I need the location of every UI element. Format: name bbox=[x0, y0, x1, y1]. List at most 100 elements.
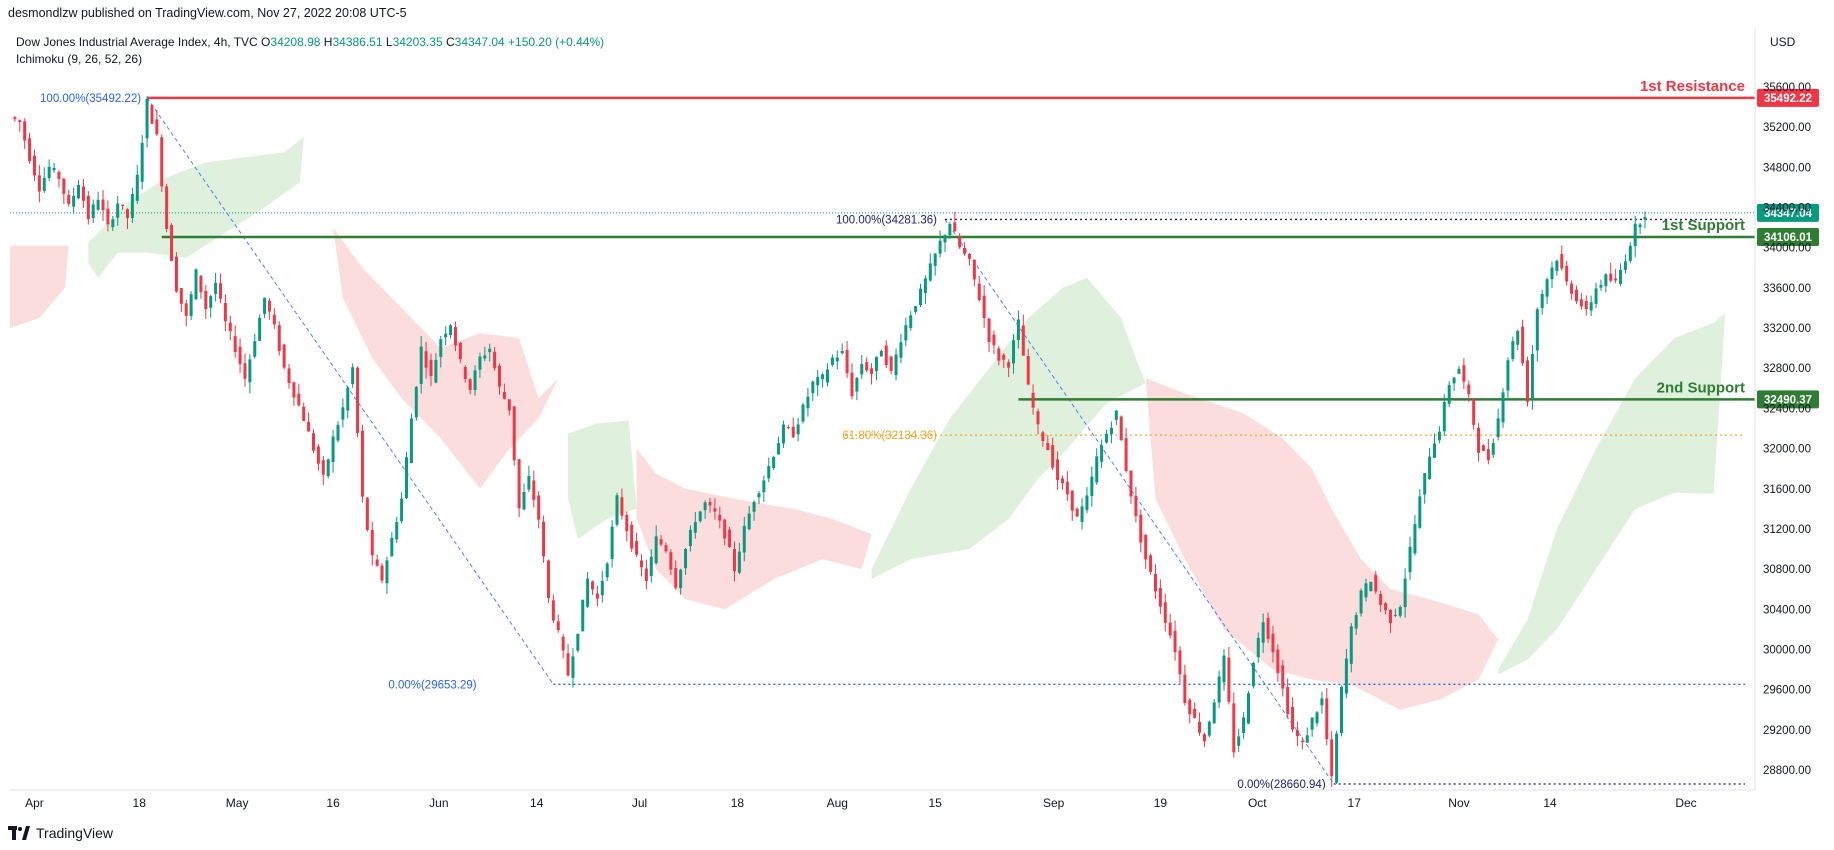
candle-body bbox=[982, 295, 986, 319]
candle-body bbox=[155, 119, 159, 135]
candles bbox=[13, 96, 1647, 787]
candle-body bbox=[972, 259, 976, 280]
candle-body bbox=[679, 569, 683, 589]
time-tick-label: 18 bbox=[133, 796, 147, 810]
candle-body bbox=[356, 367, 360, 433]
price-tick-label: 34400.00 bbox=[1763, 203, 1811, 215]
candle-body bbox=[992, 334, 996, 346]
candle-body bbox=[385, 560, 389, 584]
candle-body bbox=[870, 368, 874, 375]
candle-body bbox=[1379, 594, 1383, 606]
candle-body bbox=[336, 424, 340, 441]
time-tick-label: Sep bbox=[1043, 796, 1065, 810]
candle-body bbox=[1251, 662, 1255, 687]
candle-body bbox=[326, 459, 330, 476]
tradingview-logo[interactable]: TradingView bbox=[8, 825, 113, 841]
candle-body bbox=[865, 362, 869, 371]
candle-body bbox=[537, 495, 541, 520]
candle-body bbox=[1335, 733, 1339, 783]
price-tick-label: 32400.00 bbox=[1763, 403, 1811, 415]
candle-body bbox=[757, 493, 761, 498]
candle-body bbox=[708, 501, 712, 506]
candle-body bbox=[1168, 622, 1172, 636]
candle-body bbox=[1433, 443, 1437, 458]
candle-body bbox=[1281, 665, 1285, 689]
candle-body bbox=[13, 117, 17, 120]
candle-body bbox=[1193, 708, 1197, 718]
candle-body bbox=[248, 359, 252, 383]
candle-body bbox=[507, 399, 511, 411]
candle-body bbox=[258, 317, 262, 341]
axes: 35600.00 35200.00 34800.00 34400.00 34000.00… bbox=[10, 28, 1811, 810]
candle-body bbox=[77, 184, 81, 199]
candle-body bbox=[796, 424, 800, 435]
candle-body bbox=[747, 513, 751, 530]
time-tick-label: Jun bbox=[429, 796, 448, 810]
candle-body bbox=[493, 351, 497, 369]
candle-body bbox=[1359, 590, 1363, 614]
candle-body bbox=[1173, 630, 1177, 653]
candle-body bbox=[1540, 293, 1544, 309]
candle-body bbox=[1437, 431, 1441, 441]
close-key: C bbox=[445, 35, 455, 49]
symbol-legend[interactable]: Dow Jones Industrial Average Index, 4h, … bbox=[16, 35, 604, 49]
price-tag bbox=[1757, 203, 1819, 222]
candle-body bbox=[581, 599, 585, 632]
publisher-info: desmondlzw published on TradingView.com,… bbox=[8, 6, 407, 20]
candle-body bbox=[302, 406, 306, 421]
candle-body bbox=[1491, 443, 1495, 455]
candle-body bbox=[1403, 578, 1407, 608]
low-value: 34203.35 bbox=[392, 35, 443, 49]
candle-body bbox=[566, 653, 570, 676]
candle-body bbox=[23, 121, 27, 141]
candle-body bbox=[130, 194, 134, 218]
candle-body bbox=[703, 502, 707, 511]
price-tick-label: 33200.00 bbox=[1763, 323, 1811, 335]
candle-body bbox=[1481, 445, 1485, 451]
candle-body bbox=[718, 514, 722, 521]
candle-body bbox=[1555, 260, 1559, 272]
candle-body bbox=[923, 278, 927, 294]
candle-body bbox=[380, 565, 384, 581]
candle-body bbox=[439, 339, 443, 358]
candle-body bbox=[277, 325, 281, 352]
candle-body bbox=[1002, 354, 1006, 360]
price-tag bbox=[1757, 228, 1819, 247]
candle-body bbox=[434, 359, 438, 383]
candle-body bbox=[449, 325, 453, 335]
candle-body bbox=[1026, 356, 1030, 385]
candle-body bbox=[1012, 340, 1016, 364]
candle-body bbox=[1599, 284, 1603, 288]
change-value: +150.20 (+0.44%) bbox=[508, 35, 605, 49]
candle-body bbox=[1149, 555, 1153, 572]
open-value: 34208.98 bbox=[270, 35, 321, 49]
candle-body bbox=[1100, 445, 1104, 462]
candle-body bbox=[953, 222, 957, 232]
candle-body bbox=[223, 302, 227, 322]
candle-body bbox=[125, 209, 129, 219]
candle-body bbox=[1349, 626, 1353, 664]
candle-body bbox=[938, 240, 942, 254]
candle-body bbox=[1271, 633, 1275, 653]
candle-body bbox=[111, 219, 115, 228]
candle-body bbox=[977, 283, 981, 301]
candle-body bbox=[228, 322, 232, 332]
candle-body bbox=[874, 356, 878, 372]
time-tick-label: 16 bbox=[326, 796, 340, 810]
candle-body bbox=[1486, 449, 1490, 461]
candle-body bbox=[18, 120, 22, 123]
candle-body bbox=[576, 633, 580, 651]
candle-body bbox=[884, 345, 888, 366]
candle-body bbox=[1393, 614, 1397, 616]
candle-body bbox=[664, 545, 668, 552]
indicator-legend[interactable]: Ichimoku (9, 26, 52, 26) bbox=[16, 52, 143, 66]
candle-body bbox=[1501, 392, 1505, 423]
candle-body bbox=[595, 593, 599, 599]
time-tick-label: 15 bbox=[929, 796, 943, 810]
price-tag bbox=[1757, 390, 1819, 409]
candle-body bbox=[791, 426, 795, 438]
candle-body bbox=[1286, 686, 1290, 715]
candle-body bbox=[81, 186, 85, 201]
candle-body bbox=[1374, 574, 1378, 592]
